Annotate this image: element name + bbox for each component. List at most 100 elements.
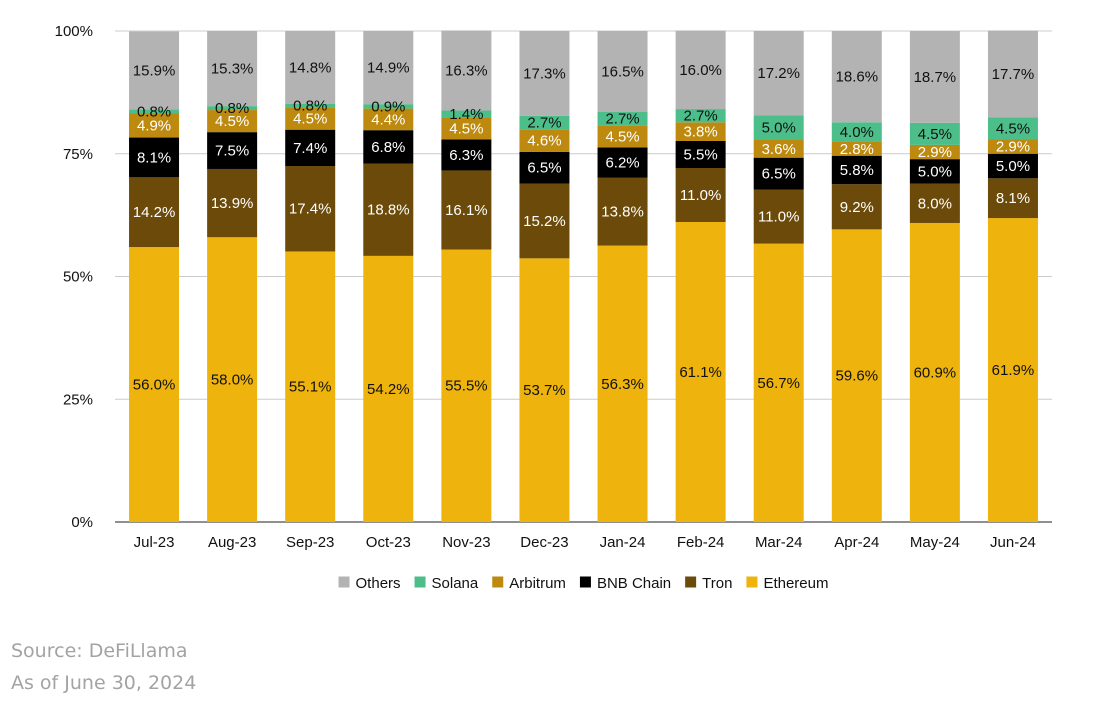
legend: Others Solana Arbitrum BNB Chain Tron Ethereu… <box>338 575 828 592</box>
bar-segment-arbitrum-feb-24 <box>675 122 726 141</box>
x-tick-label: Oct-23 <box>366 534 411 551</box>
bar-segment-ethereum-nov-23 <box>441 249 492 522</box>
data-label-arbitrum-oct-23: 4.4% <box>371 111 405 128</box>
bar-segment-ethereum-mar-24 <box>753 243 804 522</box>
legend-label-bnb-chain: BNB Chain <box>597 575 671 592</box>
data-label-tron-jun-24: 8.1% <box>996 190 1030 207</box>
data-label-ethereum-oct-23: 54.2% <box>367 381 410 398</box>
data-label-tron-dec-23: 15.2% <box>523 213 566 230</box>
bar-segment-solana-jun-24 <box>987 117 1038 140</box>
bar-segment-arbitrum-nov-23 <box>441 117 492 140</box>
bar-segment-tron-sep-23 <box>285 166 336 252</box>
legend-item-others: Others <box>338 575 401 592</box>
data-label-arbitrum-apr-24: 2.8% <box>840 141 874 158</box>
bar-segment-solana-oct-23 <box>363 104 414 109</box>
data-label-ethereum-mar-24: 56.7% <box>757 375 800 392</box>
bar-segment-others-jun-24 <box>987 30 1038 118</box>
data-label-solana-mar-24: 5.0% <box>762 120 796 137</box>
y-tick-label: 100% <box>55 23 93 40</box>
x-tick-label: Mar-24 <box>755 534 803 551</box>
bar-segment-tron-dec-23 <box>519 183 570 259</box>
bars <box>129 30 1038 523</box>
bar-segment-arbitrum-jul-23 <box>129 113 180 138</box>
data-label-ethereum-may-24: 60.9% <box>914 364 957 381</box>
data-label-others-dec-23: 17.3% <box>523 65 566 82</box>
bar-segment-others-jan-24 <box>597 31 648 113</box>
legend-label-solana: Solana <box>432 575 479 592</box>
data-label-solana-jan-24: 2.7% <box>605 111 639 128</box>
bar-segment-solana-nov-23 <box>441 110 492 118</box>
x-tick-label: May-24 <box>910 534 960 551</box>
bar-segment-bnb-chain-aug-23 <box>207 132 258 169</box>
bar-segment-arbitrum-sep-23 <box>285 107 336 130</box>
data-label-tron-feb-24: 11.0% <box>680 187 721 204</box>
data-label-tron-jan-24: 13.8% <box>601 204 644 221</box>
bar-segment-arbitrum-mar-24 <box>753 140 804 158</box>
data-label-ethereum-feb-24: 61.1% <box>679 364 722 381</box>
bar-segment-arbitrum-oct-23 <box>363 108 414 131</box>
bar-segment-tron-may-24 <box>909 183 960 223</box>
legend-label-arbitrum: Arbitrum <box>509 575 566 592</box>
bar-segment-ethereum-jan-24 <box>597 245 648 522</box>
bar-segment-solana-dec-23 <box>519 115 570 130</box>
legend-swatch-tron <box>685 576 697 588</box>
data-label-ethereum-apr-24: 59.6% <box>836 368 879 385</box>
x-axis: Jul-23 Aug-23 Sep-23 Oct-23 Nov-23 Dec-23 Jan-… <box>134 534 1036 551</box>
bar-segment-solana-jan-24 <box>597 112 648 126</box>
bar-segment-arbitrum-aug-23 <box>207 110 258 133</box>
data-label-others-jan-24: 16.5% <box>601 64 644 81</box>
bar-segment-tron-jan-24 <box>597 177 648 246</box>
bar-segment-ethereum-sep-23 <box>285 251 336 523</box>
bar-segment-others-apr-24 <box>831 31 882 123</box>
stacked-bar-chart: 56.0%14.2%8.1%4.9%0.8%15.9%58.0%13.9%7.5… <box>55 23 1052 592</box>
bar-segment-others-dec-23 <box>519 31 570 116</box>
x-tick-label: Dec-23 <box>520 534 568 551</box>
bar-segment-solana-jul-23 <box>129 109 180 114</box>
data-label-tron-aug-23: 13.9% <box>211 195 254 212</box>
bar-segment-bnb-chain-apr-24 <box>831 155 882 185</box>
bar-segment-others-jul-23 <box>129 31 180 110</box>
data-label-solana-jul-23: 0.8% <box>137 104 171 121</box>
data-label-bnb-chain-aug-23: 7.5% <box>215 143 249 160</box>
data-label-bnb-chain-may-24: 5.0% <box>918 163 952 180</box>
data-label-arbitrum-mar-24: 3.6% <box>762 141 796 158</box>
bar-segment-ethereum-oct-23 <box>363 255 414 523</box>
y-tick-label: 75% <box>63 146 93 163</box>
bar-segment-others-aug-23 <box>207 31 258 107</box>
bar-segment-ethereum-jun-24 <box>987 218 1038 523</box>
data-label-ethereum-nov-23: 55.5% <box>445 378 488 395</box>
grid-lines <box>115 30 1052 523</box>
bar-segment-bnb-chain-jan-24 <box>597 147 648 178</box>
data-label-solana-sep-23: 0.8% <box>293 98 327 115</box>
bar-segment-bnb-chain-jun-24 <box>987 153 1038 179</box>
legend-item-arbitrum: Arbitrum <box>492 575 566 592</box>
bar-segment-ethereum-aug-23 <box>207 237 258 522</box>
bar-segment-solana-mar-24 <box>753 115 804 141</box>
bar-segment-arbitrum-jun-24 <box>987 139 1038 154</box>
legend-label-others: Others <box>356 575 401 592</box>
bar-segment-ethereum-jul-23 <box>129 247 180 523</box>
bar-segment-arbitrum-apr-24 <box>831 141 882 156</box>
y-tick-label: 25% <box>63 391 93 408</box>
bar-segment-arbitrum-may-24 <box>909 144 960 160</box>
data-label-others-may-24: 18.7% <box>914 69 957 86</box>
bar-segment-solana-apr-24 <box>831 122 882 142</box>
x-tick-label: Jun-24 <box>990 534 1036 551</box>
bar-segment-others-oct-23 <box>363 31 414 105</box>
bar-segment-ethereum-feb-24 <box>675 221 726 522</box>
x-tick-label: Jan-24 <box>600 534 646 551</box>
bar-segment-others-feb-24 <box>675 30 726 110</box>
y-axis: 0% 25% 50% 75% 100% <box>55 23 93 531</box>
bar-segment-tron-aug-23 <box>207 168 258 238</box>
bar-segment-solana-sep-23 <box>285 103 336 108</box>
bar-segment-bnb-chain-sep-23 <box>285 129 336 167</box>
data-label-arbitrum-jan-24: 4.5% <box>605 128 639 145</box>
data-label-solana-oct-23: 0.9% <box>371 98 405 115</box>
legend-swatch-bnb-chain <box>579 576 591 588</box>
legend-item-solana: Solana <box>414 575 479 592</box>
legend-swatch-ethereum <box>746 576 758 588</box>
bar-segment-solana-feb-24 <box>675 109 726 123</box>
bar-segment-ethereum-apr-24 <box>831 229 882 522</box>
bar-segment-bnb-chain-mar-24 <box>753 157 804 190</box>
bar-segment-solana-may-24 <box>909 122 960 145</box>
